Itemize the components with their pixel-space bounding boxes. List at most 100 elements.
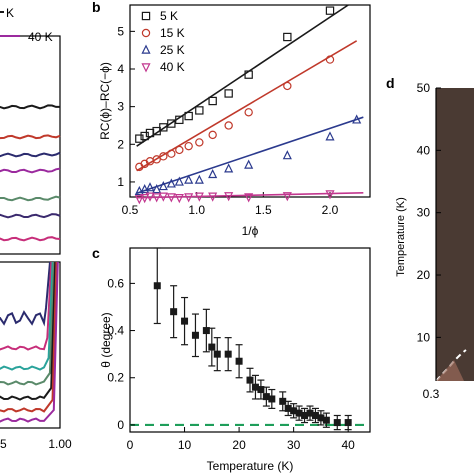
legend-label-k: K — [6, 6, 14, 20]
data-point — [175, 145, 184, 155]
x-tick-label: 1.5 — [255, 203, 272, 217]
data-point — [283, 32, 292, 42]
data-point — [170, 308, 178, 316]
data-point — [194, 192, 204, 202]
panel-b-frame — [129, 4, 371, 198]
spectrum-curve — [0, 261, 58, 413]
legend-label: 5 K — [160, 9, 178, 23]
data-point — [195, 138, 204, 147]
x-tick-label: 30 — [287, 438, 301, 452]
legend-marker — [141, 11, 151, 21]
panel-b-fit-lines — [136, 4, 364, 199]
data-point — [195, 106, 204, 115]
legend-marker — [141, 28, 151, 38]
spectrum-curve — [0, 261, 57, 401]
y-tick-label: 1 — [117, 175, 124, 189]
panel-b-x-axis-label: 1/ϕ — [242, 224, 259, 238]
legend-label: 15 K — [160, 26, 185, 40]
spectrum-curve — [0, 167, 61, 174]
panel-b: b 0.5 1.0 1.5 2.0 1 2 3 4 5 5 K 15 K 25 K 40 K RC(ϕ… — [92, 0, 371, 238]
data-point — [135, 134, 144, 143]
y-tick-label: 20 — [417, 268, 431, 282]
data-point — [184, 193, 194, 203]
data-point — [325, 6, 335, 15]
y-tick-label: 0.4 — [107, 324, 124, 338]
data-point — [244, 159, 254, 169]
y-tick-label: 0 — [117, 418, 124, 432]
data-point — [134, 195, 144, 205]
panel-c-frame — [129, 247, 371, 433]
data-point — [224, 350, 232, 358]
data-point — [244, 70, 253, 79]
data-point — [208, 96, 217, 106]
data-point — [244, 193, 254, 203]
data-point — [167, 119, 176, 128]
data-point — [158, 192, 168, 202]
data-point — [191, 331, 199, 339]
data-point — [213, 350, 221, 358]
y-tick-label: 0.6 — [107, 276, 124, 290]
data-point — [208, 192, 218, 202]
data-point — [301, 411, 309, 419]
data-point — [152, 184, 162, 194]
data-point — [257, 386, 265, 394]
data-point — [158, 181, 168, 191]
legend-label-40k: 40 K — [28, 30, 53, 44]
data-point — [282, 192, 292, 202]
spectrum-curve — [0, 134, 61, 140]
y-tick-label: 10 — [417, 330, 431, 344]
x-tick-label: 40 — [342, 438, 356, 452]
data-point — [152, 155, 161, 164]
data-point — [140, 184, 150, 194]
legend-label: 25 K — [160, 43, 185, 57]
y-tick-label: 50 — [417, 81, 431, 95]
panel-c-axes: 0 10 20 30 40 0 0.2 0.4 0.6 — [107, 276, 355, 452]
panel-b-data-points — [134, 6, 362, 205]
panel-c-y-axis-label: θ (degree) — [99, 312, 113, 367]
data-point — [153, 282, 161, 290]
fit-line — [136, 4, 349, 147]
fit-line — [136, 192, 364, 199]
spectrum-curve — [0, 261, 54, 371]
data-point — [166, 178, 176, 188]
data-point — [159, 152, 168, 161]
x-tick-label: 0 — [127, 438, 134, 452]
panel-a-lower-frame — [0, 261, 61, 429]
panel-a-upper-frame — [0, 35, 61, 255]
data-point — [175, 115, 184, 125]
panel-d-x-tick-label: 0.3 — [423, 387, 440, 401]
data-point — [235, 357, 243, 365]
panel-d-phase-map — [436, 88, 474, 381]
data-point — [295, 409, 303, 417]
data-point — [202, 327, 210, 335]
panel-label-b: b — [92, 0, 101, 15]
data-point — [290, 407, 298, 415]
panel-c-data-points — [153, 247, 352, 431]
x-tick-label: 1.0 — [188, 203, 205, 217]
data-point — [284, 404, 292, 412]
y-tick-label: 2 — [117, 137, 124, 151]
data-point — [306, 409, 314, 417]
data-point — [333, 419, 341, 427]
data-point — [325, 190, 335, 200]
panel-c-x-axis-label: Temperature (K) — [207, 459, 294, 473]
spectrum-curve — [0, 213, 61, 219]
data-point — [184, 111, 193, 121]
data-point — [251, 383, 259, 391]
x-tick-label: 10 — [178, 438, 192, 452]
y-tick-label: 4 — [117, 62, 124, 76]
panel-b-legend: 5 K 15 K 25 K 40 K — [141, 9, 185, 74]
data-point — [174, 176, 184, 186]
panel-d-y-axis-label: Temperature (K) — [395, 197, 407, 276]
y-tick-label: 30 — [417, 206, 431, 220]
spectrum-curve — [0, 195, 61, 202]
spectrum-curve — [0, 261, 51, 327]
y-tick-label: 0.2 — [107, 371, 124, 385]
x-tick-label: 0.5 — [122, 203, 139, 217]
data-point — [152, 193, 162, 203]
data-point — [224, 121, 233, 130]
panel-label-d: d — [386, 75, 395, 91]
data-point — [352, 114, 362, 124]
panel-d-low-region — [436, 360, 464, 381]
legend-marker — [141, 44, 151, 54]
